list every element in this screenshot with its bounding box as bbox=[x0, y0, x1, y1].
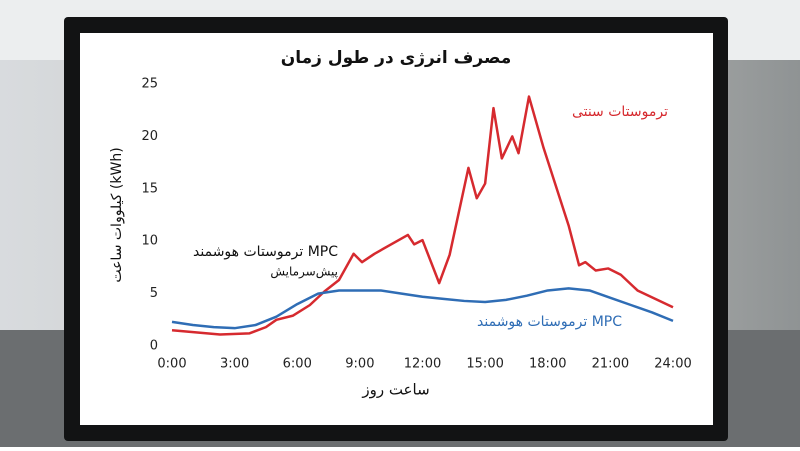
y-axis-label: کیلووات ساعت (kWh) bbox=[109, 147, 125, 282]
x-tick-label: 21:00 bbox=[592, 357, 629, 372]
x-tick-label: 12:00 bbox=[404, 357, 441, 372]
data-line bbox=[171, 287, 674, 330]
screen bbox=[80, 33, 713, 425]
x-tick-label: 9:00 bbox=[345, 357, 374, 372]
annotation: ترموستات هوشمند MPC bbox=[193, 244, 338, 260]
x-tick-label: 24:00 bbox=[654, 357, 691, 372]
y-tick-label: 15 bbox=[141, 181, 158, 196]
y-tick-label: 25 bbox=[141, 77, 158, 92]
y-tick-label: 5 bbox=[150, 286, 158, 301]
x-tick-label: 18:00 bbox=[529, 357, 566, 372]
data-line bbox=[171, 95, 674, 336]
x-tick-label: 0:00 bbox=[157, 357, 186, 372]
x-tick-label: 15:00 bbox=[466, 357, 503, 372]
y-tick-label: 10 bbox=[141, 234, 158, 249]
chart-title: مصرف انرژی در طول زمان bbox=[281, 48, 512, 68]
x-tick-label: 3:00 bbox=[220, 357, 249, 372]
y-tick-label: 20 bbox=[141, 129, 158, 144]
series-label: ترموستات هوشمند MPC bbox=[477, 314, 622, 330]
x-axis-label: ساعت روز bbox=[361, 381, 429, 399]
annotation: پیش‌سرمایش bbox=[270, 265, 338, 280]
x-tick-label: 6:00 bbox=[283, 357, 312, 372]
series-label: ترموستات سنتی bbox=[572, 104, 668, 120]
y-tick-label: 0 bbox=[150, 339, 158, 354]
